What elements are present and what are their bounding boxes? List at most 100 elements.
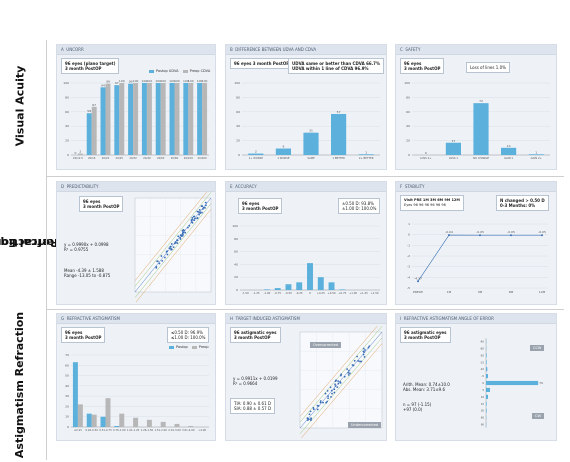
x-tick-label: 2+ BETTER [359, 156, 374, 160]
bar-value-label: 100 [119, 79, 125, 83]
scatter-point [191, 216, 194, 219]
scatter-point [181, 234, 184, 237]
mean-text: Mean -4.39 ± 1.588 Range -13.05 to -0.875 [64, 268, 111, 278]
scatter-point [348, 372, 351, 375]
bar-value-label: 100 [174, 79, 180, 83]
bar [169, 83, 175, 155]
scatter-point [357, 360, 360, 362]
y-tick-label: 0 [67, 425, 69, 429]
scatter-point [319, 400, 322, 402]
y-tick-label: -2 [407, 254, 410, 258]
panel-f: F STABILITY Visit PRE 1M 3M 6M 9M 12M Ey… [395, 181, 557, 305]
overcorrected-label: Overcorrected [310, 342, 341, 348]
panel-b: B DIFFERENCE BETWEEN UDVA AND CDVA 96 ey… [225, 44, 387, 170]
y-tick-label: 100 [404, 81, 410, 85]
bar-value-label: 94 [101, 83, 105, 87]
x-tick-label: 20/32 [129, 156, 137, 160]
panel-g: G REFRACTIVE ASTIGMATISM 96 eyes 3 month … [56, 313, 216, 441]
scatter-point [168, 247, 171, 250]
x-tick-label: +1.25 [360, 291, 368, 295]
tia-sia-box: TIA: 0.90 ± 0.61 D SIA: 0.88 ± 0.57 D [230, 398, 276, 414]
y-tick-label: -5 [481, 374, 484, 378]
x-tick-label: 1M [447, 290, 452, 294]
x-tick-label: +1.50 [371, 291, 379, 295]
scatter-point [186, 226, 189, 229]
info-box: 96 eyes 3 month PostOP [79, 196, 124, 212]
scatter-point [327, 395, 329, 397]
reference-line [134, 203, 212, 298]
y-tick-label: -60 [480, 346, 485, 350]
bar [183, 83, 189, 155]
info-box: 96 eyes (plano target) 3 month PostOP [61, 58, 120, 74]
y-tick-label: 50 [65, 374, 69, 378]
y-tick-label: 60 [481, 416, 485, 420]
y-tick-label: 20 [65, 404, 69, 408]
bar [274, 288, 281, 290]
x-tick-label: 6M [509, 290, 514, 294]
y-tick-label: 10 [481, 395, 485, 399]
point-value-label: -0.05 [538, 230, 546, 234]
bar [331, 113, 347, 155]
x-tick-label: +1.00 [349, 291, 357, 295]
x-tick-label: 20/12.5 [73, 156, 83, 160]
bar [77, 404, 83, 427]
bar-value-label: 57 [337, 110, 341, 114]
y-tick-label: -3 [407, 265, 410, 269]
bar [188, 425, 194, 427]
scatter-point [191, 218, 194, 221]
reference-line [299, 326, 378, 417]
y-tick-label: 90 [481, 423, 485, 427]
info-box-stats: UDVA same or better than CDVA 66.7% UDVA … [288, 58, 384, 74]
y-tick-label: 1 [408, 222, 410, 226]
y-tick-label: 0 [408, 233, 410, 237]
y-tick-label: 100 [232, 224, 238, 228]
bar-value-label: 100 [147, 79, 153, 83]
x-tick-label: 1 WORSE [277, 156, 290, 160]
bar [263, 289, 270, 290]
bar [100, 87, 106, 155]
scatter-point [343, 375, 346, 378]
bar [275, 148, 291, 155]
info-box: 96 eyes 3 month PostOP [61, 327, 106, 343]
scatter-point [199, 211, 201, 213]
scatter-point [166, 250, 169, 253]
scatter-point [362, 347, 365, 350]
scatter-point [353, 359, 356, 362]
reference-line [134, 197, 212, 293]
y-tick-label: 10 [65, 415, 69, 419]
bar-value-label: 79 [539, 381, 543, 385]
y-tick-label: 80 [236, 95, 240, 99]
scatter-point [367, 346, 370, 349]
bar [146, 419, 152, 427]
scatter-point [347, 373, 350, 376]
scatter-point [176, 242, 179, 244]
scatter-point [172, 246, 175, 249]
panel-e: E ACCURACY 96 eyes 3 month PostOP ±0.50 D… [225, 181, 387, 305]
x-tick-label: 20/25 [116, 156, 124, 160]
scatter-point [333, 388, 336, 391]
chart-d [134, 192, 212, 302]
scatter-point [324, 392, 327, 395]
x-tick-label: LOSS 2+ [420, 156, 431, 160]
scatter-point [176, 239, 179, 242]
bar-value-label: 0 [74, 151, 76, 155]
mean-text: Arith. Mean: 0.74±10.0 Abs. Mean: 3.71±9.… [403, 382, 450, 392]
legend-swatch-grey [191, 345, 197, 349]
bar [105, 398, 111, 427]
bar [72, 362, 78, 427]
chart-i: -90 -60 -30 -15 -10 -5 0 79 5 10 15 30 60 90 [480, 338, 543, 428]
bar-value-label: 2 [255, 150, 257, 154]
scatter-point [330, 389, 333, 392]
bar [86, 413, 92, 427]
chart-b: 0 20 40 60 80 100 2 1+ WORSE 9 1 WORSE 31 SAME 57 1 B… [234, 81, 380, 160]
scatter-point [336, 386, 339, 389]
info-box: 96 eyes 3 month PostOP [230, 58, 294, 69]
bar [303, 132, 319, 155]
info-box-stats: Loss of lines 1.0% [466, 62, 510, 73]
x-tick-label: 0.26-0.50 [85, 428, 98, 432]
undercorrected-label: Undercorrected [348, 422, 382, 428]
y-tick-label: -4 [407, 275, 410, 279]
bar-value-label: 100 [142, 79, 148, 83]
scatter-point [198, 213, 201, 216]
bar-value-label: 31 [309, 129, 313, 133]
